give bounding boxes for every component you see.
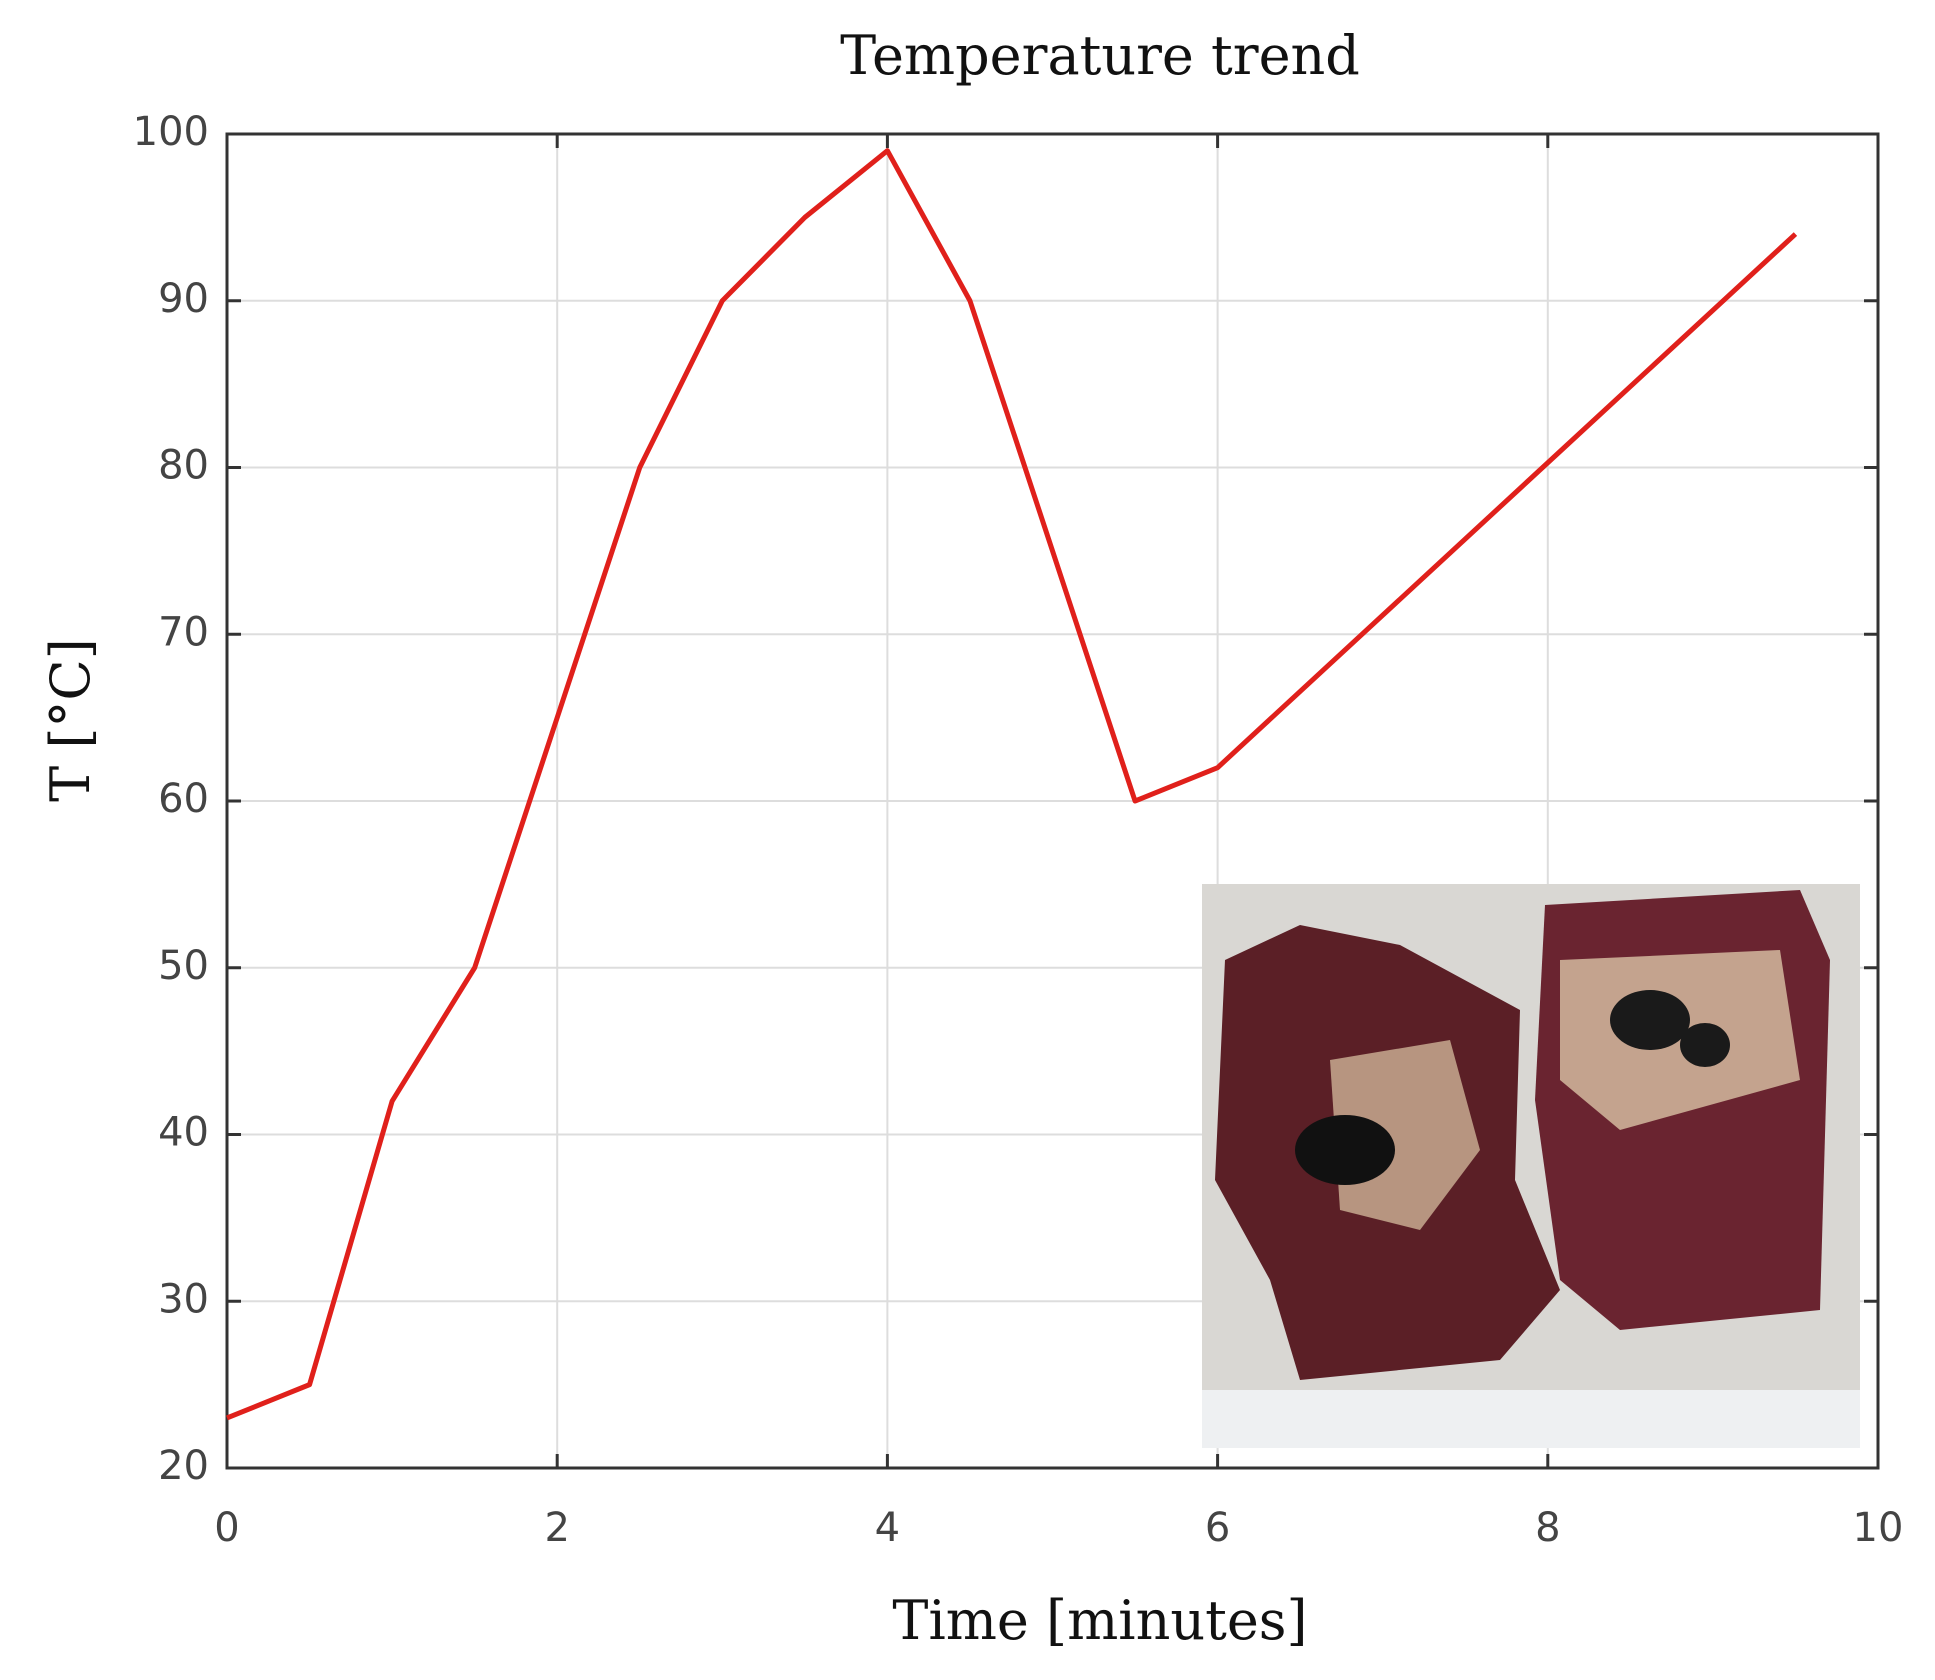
x-tick-label: 2 [544, 1505, 569, 1551]
y-tick-label: 50 [158, 943, 209, 989]
y-tick-label: 80 [158, 443, 209, 489]
x-tick-label: 10 [1853, 1505, 1904, 1551]
x-tick-label: 6 [1205, 1505, 1230, 1551]
inset-photo [1202, 884, 1860, 1448]
chart-title: Temperature trend [840, 24, 1360, 87]
y-tick-label: 40 [158, 1110, 209, 1156]
y-tick-label: 30 [158, 1276, 209, 1322]
x-tick-label: 4 [875, 1505, 900, 1551]
y-tick-label: 20 [158, 1443, 209, 1489]
y-axis-label: T [°C] [39, 638, 102, 802]
x-axis-label: Time [minutes] [892, 1589, 1307, 1652]
y-tick-label: 60 [158, 776, 209, 822]
x-tick-label: 8 [1535, 1505, 1560, 1551]
data-line [226, 148, 1798, 1421]
y-tick-label: 100 [133, 109, 209, 155]
y-tick-label: 90 [158, 276, 209, 322]
x-tick-label: 0 [214, 1505, 239, 1551]
y-tick-label: 70 [158, 609, 209, 655]
